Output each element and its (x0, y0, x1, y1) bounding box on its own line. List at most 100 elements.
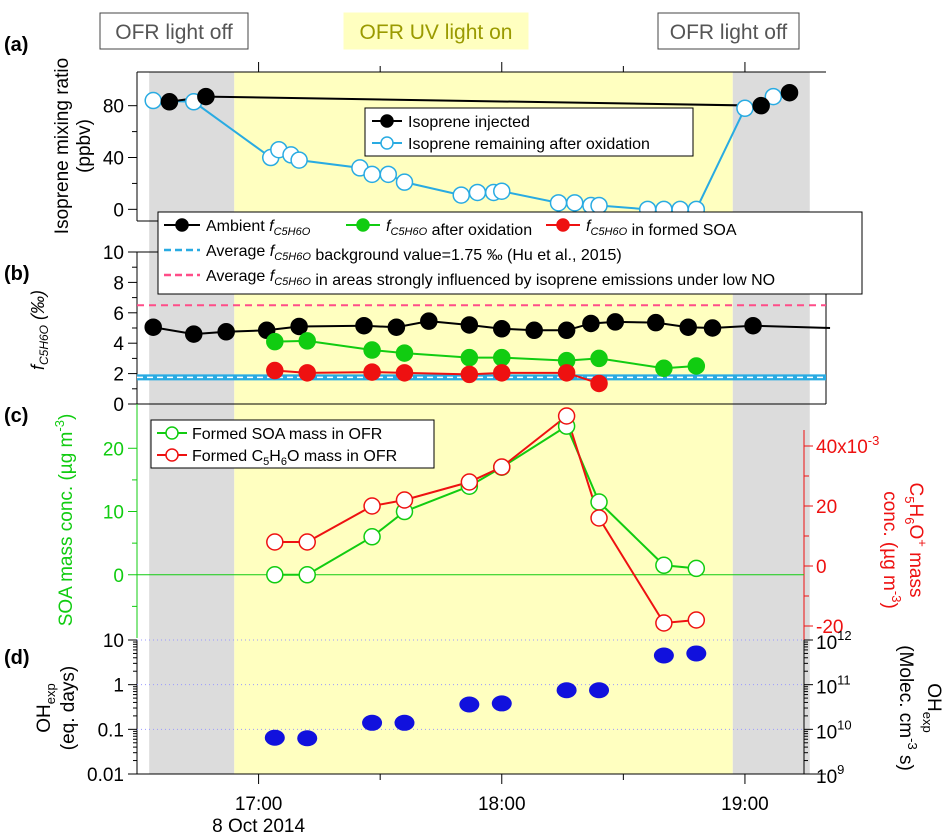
y-tick-label-right: 20 (816, 497, 837, 518)
panel-c-right-axis-label: C5H6O+ mass (902, 483, 930, 598)
legend-entry: Isoprene injected (408, 114, 530, 131)
legend-entry: Ambient fC5H6O (206, 218, 311, 238)
panel-d-right-axis-label: (Molec. cm-3 s) (895, 645, 920, 771)
x-date-label: 8 Oct 2014 (212, 816, 305, 837)
data-point-formed-c5h6o-mass (460, 473, 479, 491)
y-tick-label: 1 (113, 676, 124, 697)
data-point-formed-c5h6o-mass (395, 491, 414, 509)
data-point-formed-soa (460, 365, 479, 384)
y-tick-label: 80 (103, 97, 124, 118)
phase-label-box-1 (343, 12, 529, 50)
data-point-formed-c5h6o-mass (557, 407, 576, 425)
data-point-ohexp (362, 714, 383, 731)
panel-b-y-axis-label: fC5H6O (‰) (28, 290, 51, 370)
data-point-formed-c5h6o-mass (298, 533, 316, 551)
y-tick-label: 0 (113, 566, 124, 587)
data-point-ambient (679, 318, 697, 336)
data-point-after-oxidation (493, 348, 511, 367)
data-point-formed-soa-mass (298, 566, 316, 584)
y-tick-label-right-top: 40x10-3 (816, 433, 879, 458)
data-point-formed-soa-mass (655, 556, 673, 575)
data-point-ohexp (556, 682, 577, 699)
data-point-isoprene-remaining (764, 87, 783, 106)
y-tick-label: 0.01 (87, 765, 124, 786)
data-point-formed-soa-mass (590, 493, 608, 511)
panel-d-left-axis-label: OHexp (34, 683, 58, 732)
panel-label: (a) (4, 34, 28, 56)
data-point-formed-soa (363, 363, 381, 381)
data-point-formed-soa-mass (687, 559, 706, 578)
data-point-formed-soa (266, 361, 284, 380)
panel-label: (b) (4, 263, 30, 285)
phase-label: OFR light off (670, 21, 788, 44)
phase-label-box-0 (99, 12, 249, 50)
y-tick-label: 6 (113, 304, 124, 325)
data-point-ambient (355, 316, 373, 335)
data-point-ohexp (653, 647, 674, 664)
data-point-isoprene-injected (197, 87, 215, 106)
y-tick-label-right: 1011 (816, 673, 851, 699)
data-point-ambient (557, 321, 576, 340)
panel-d-right-axis-label-line2: OHexp (920, 683, 944, 732)
data-point-formed-soa (395, 364, 414, 382)
legend-marker (380, 136, 394, 150)
data-point-isoprene-injected (160, 93, 179, 111)
data-point-ambient (606, 313, 624, 331)
data-point-formed-soa (298, 364, 316, 382)
y-tick-label-right: 1012 (816, 628, 852, 654)
legend-entry: Average fC5H6O background value=1.75 ‰ (… (206, 243, 622, 264)
data-point-isoprene-remaining (736, 99, 754, 118)
legend-box-b (157, 211, 863, 295)
y-tick-label: 10 (103, 243, 124, 264)
shading-band-2 (732, 72, 810, 774)
data-point-formed-soa-mass (363, 528, 381, 546)
y-tick-label: 4 (113, 334, 124, 355)
data-point-isoprene-remaining (468, 183, 487, 202)
series-line-after-oxidation (274, 339, 697, 370)
series-line-formed-soa (274, 369, 600, 385)
data-point-formed-c5h6o-mass (687, 611, 706, 629)
phase-label-box-2 (657, 12, 800, 50)
series-line-formed-c5h6o-mass (274, 414, 697, 625)
y-tick-label: 10 (103, 631, 124, 652)
data-point-isoprene-remaining (395, 173, 414, 191)
data-point-formed-soa-mass (266, 566, 284, 584)
data-point-ambient (290, 317, 308, 336)
data-point-ambient (525, 321, 543, 340)
legend-marker (165, 426, 179, 440)
data-point-formed-c5h6o-mass (493, 458, 511, 476)
data-point-after-oxidation (395, 344, 414, 362)
y-tick-label-right: 109 (816, 762, 844, 788)
data-point-isoprene-remaining (549, 194, 568, 212)
data-point-ohexp (491, 695, 512, 712)
data-point-after-oxidation (363, 341, 381, 359)
y-tick-label: 20 (103, 439, 124, 460)
data-point-after-oxidation (460, 348, 479, 367)
data-point-ohexp (589, 682, 610, 699)
data-point-isoprene-remaining (379, 165, 398, 184)
data-point-formed-soa (557, 364, 576, 382)
data-point-ambient (217, 323, 235, 341)
data-point-ambient (420, 312, 438, 330)
data-point-formed-c5h6o-mass (266, 533, 284, 551)
y-tick-label-right: 1010 (816, 717, 852, 743)
panel-c-right-axis-label-line2: conc. (µg m-3) (879, 491, 904, 609)
y-tick-label: 40 (103, 149, 124, 170)
x-tick-label: 18:00 (478, 794, 526, 815)
data-point-ambient (744, 316, 762, 335)
legend-box-c (150, 419, 435, 469)
legend-marker (165, 448, 179, 462)
y-tick-label: 8 (113, 273, 124, 294)
data-point-ohexp (459, 696, 480, 713)
data-point-ambient (144, 318, 162, 336)
legend-marker (556, 218, 570, 232)
data-point-ohexp (297, 730, 318, 747)
panel-label: (c) (4, 405, 28, 427)
legend-marker (380, 114, 394, 128)
y-tick-label: 0 (113, 395, 124, 416)
data-point-isoprene-remaining (565, 194, 584, 212)
data-point-after-oxidation (590, 349, 608, 368)
data-point-formed-c5h6o-mass (590, 509, 608, 527)
data-point-after-oxidation (298, 332, 316, 350)
